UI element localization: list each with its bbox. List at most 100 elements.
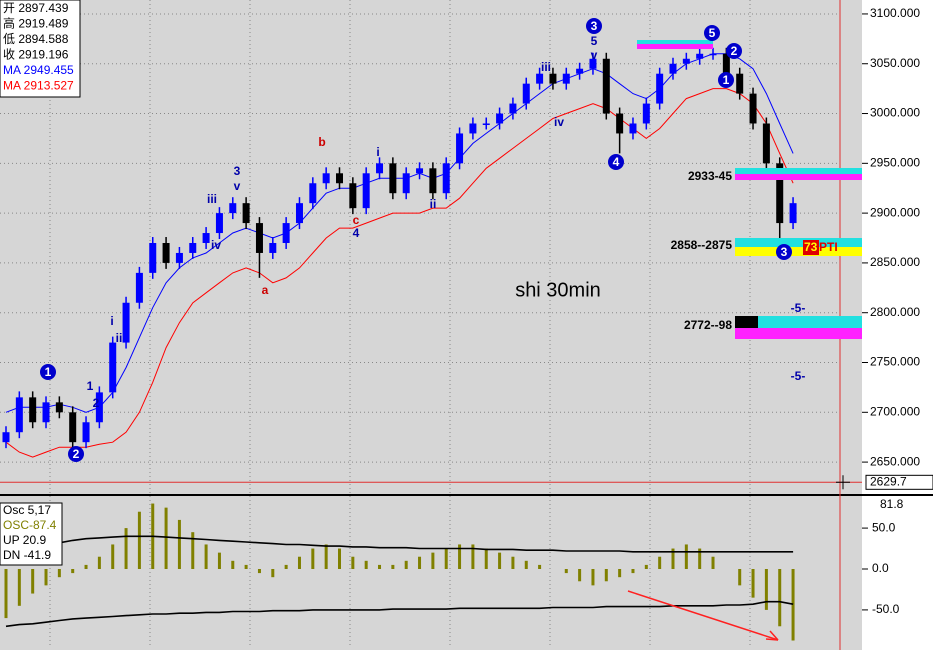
divergence-line bbox=[627, 590, 779, 641]
candle bbox=[215, 207, 223, 240]
level-zone bbox=[637, 40, 713, 44]
candle bbox=[95, 386, 103, 429]
candle-body bbox=[749, 93, 757, 124]
candle bbox=[282, 217, 290, 249]
y-tick-label: 2650.000 bbox=[870, 454, 920, 468]
osc-bar bbox=[284, 564, 288, 569]
y-tick-label: 3050.000 bbox=[870, 56, 920, 70]
candle-body bbox=[349, 183, 357, 209]
osc-bar bbox=[671, 548, 675, 569]
osc-bar bbox=[338, 548, 341, 569]
osc-bar bbox=[44, 569, 48, 586]
osc-bar bbox=[257, 569, 261, 574]
candle-body bbox=[682, 58, 690, 64]
candle bbox=[189, 237, 197, 259]
wave-label: 4 bbox=[353, 226, 360, 240]
candle bbox=[736, 67, 744, 100]
osc-bar bbox=[137, 511, 141, 569]
wave-label: v bbox=[234, 179, 241, 193]
level-zone bbox=[735, 238, 862, 247]
info-line: MA 2913.527 bbox=[3, 79, 74, 93]
info-line: OSC-87.4 bbox=[3, 518, 57, 532]
wave-label: iii bbox=[207, 192, 217, 206]
candle bbox=[562, 67, 570, 90]
axis-panel bbox=[862, 0, 933, 650]
candle bbox=[15, 391, 23, 439]
candle bbox=[402, 167, 410, 200]
candle bbox=[789, 197, 797, 230]
wave-marker bbox=[718, 72, 734, 88]
wave-label: a bbox=[262, 283, 269, 297]
candle bbox=[29, 391, 37, 429]
osc-bar bbox=[217, 552, 221, 569]
wave-label: -5- bbox=[791, 301, 806, 315]
osc-bar bbox=[351, 556, 355, 569]
wave-label: 4 bbox=[613, 155, 620, 169]
wave-label: -5- bbox=[791, 369, 806, 383]
candle-body bbox=[696, 53, 704, 59]
candle bbox=[416, 162, 424, 180]
osc-band bbox=[6, 535, 794, 553]
candle-body bbox=[15, 397, 23, 433]
osc-bar bbox=[391, 564, 395, 569]
osc-bar bbox=[618, 569, 622, 578]
candle bbox=[349, 177, 357, 215]
candle-body bbox=[109, 342, 117, 393]
osc-bar bbox=[578, 569, 582, 582]
osc-bar bbox=[631, 569, 635, 574]
osc-bar bbox=[538, 564, 542, 569]
candle bbox=[69, 406, 77, 453]
wave-label: i bbox=[110, 314, 113, 328]
candle-body bbox=[496, 113, 504, 124]
candle bbox=[135, 266, 143, 309]
pti-box bbox=[803, 240, 819, 255]
wave-label: iv bbox=[554, 115, 564, 129]
info-line: UP 20.9 bbox=[3, 533, 46, 547]
wave-label: 5 bbox=[709, 26, 716, 40]
candle bbox=[175, 246, 183, 269]
candle-body bbox=[416, 168, 424, 174]
wave-marker bbox=[608, 154, 624, 170]
level-zone bbox=[735, 328, 862, 339]
osc-bar bbox=[418, 556, 422, 569]
candle bbox=[616, 107, 624, 154]
divergence-arrow bbox=[765, 630, 779, 641]
candle-body bbox=[295, 203, 303, 224]
candle bbox=[442, 157, 450, 200]
osc-bar bbox=[564, 569, 568, 574]
candle bbox=[522, 77, 530, 110]
y-tick-label: 2950.000 bbox=[870, 155, 920, 169]
wave-label: iv bbox=[211, 238, 221, 252]
candle-body bbox=[95, 392, 103, 423]
candle bbox=[322, 167, 330, 190]
candle-body bbox=[442, 163, 450, 194]
candle-body bbox=[309, 183, 317, 204]
osc-bar bbox=[4, 569, 8, 619]
y-tick-label: -50.0 bbox=[872, 602, 900, 616]
candle bbox=[536, 67, 544, 90]
candle-body bbox=[322, 173, 330, 184]
wave-label: 2 bbox=[93, 396, 100, 410]
candle-body bbox=[589, 58, 597, 69]
candle bbox=[429, 162, 437, 200]
level-zone bbox=[637, 44, 713, 49]
candle bbox=[242, 197, 250, 230]
candle-body bbox=[602, 58, 610, 114]
candle-body bbox=[669, 63, 677, 74]
candle bbox=[269, 237, 277, 259]
candle-body bbox=[362, 173, 370, 209]
current-label: 81.8 bbox=[880, 497, 904, 511]
osc-bar bbox=[31, 569, 35, 594]
osc-bar bbox=[244, 564, 248, 569]
wave-label: c bbox=[353, 213, 360, 227]
osc-bar bbox=[778, 569, 782, 627]
candle bbox=[709, 47, 717, 60]
candle bbox=[389, 157, 397, 200]
candle bbox=[362, 167, 370, 215]
candle bbox=[496, 107, 504, 130]
level-zone bbox=[758, 316, 862, 328]
candle bbox=[602, 52, 610, 120]
osc-bar bbox=[231, 560, 235, 569]
